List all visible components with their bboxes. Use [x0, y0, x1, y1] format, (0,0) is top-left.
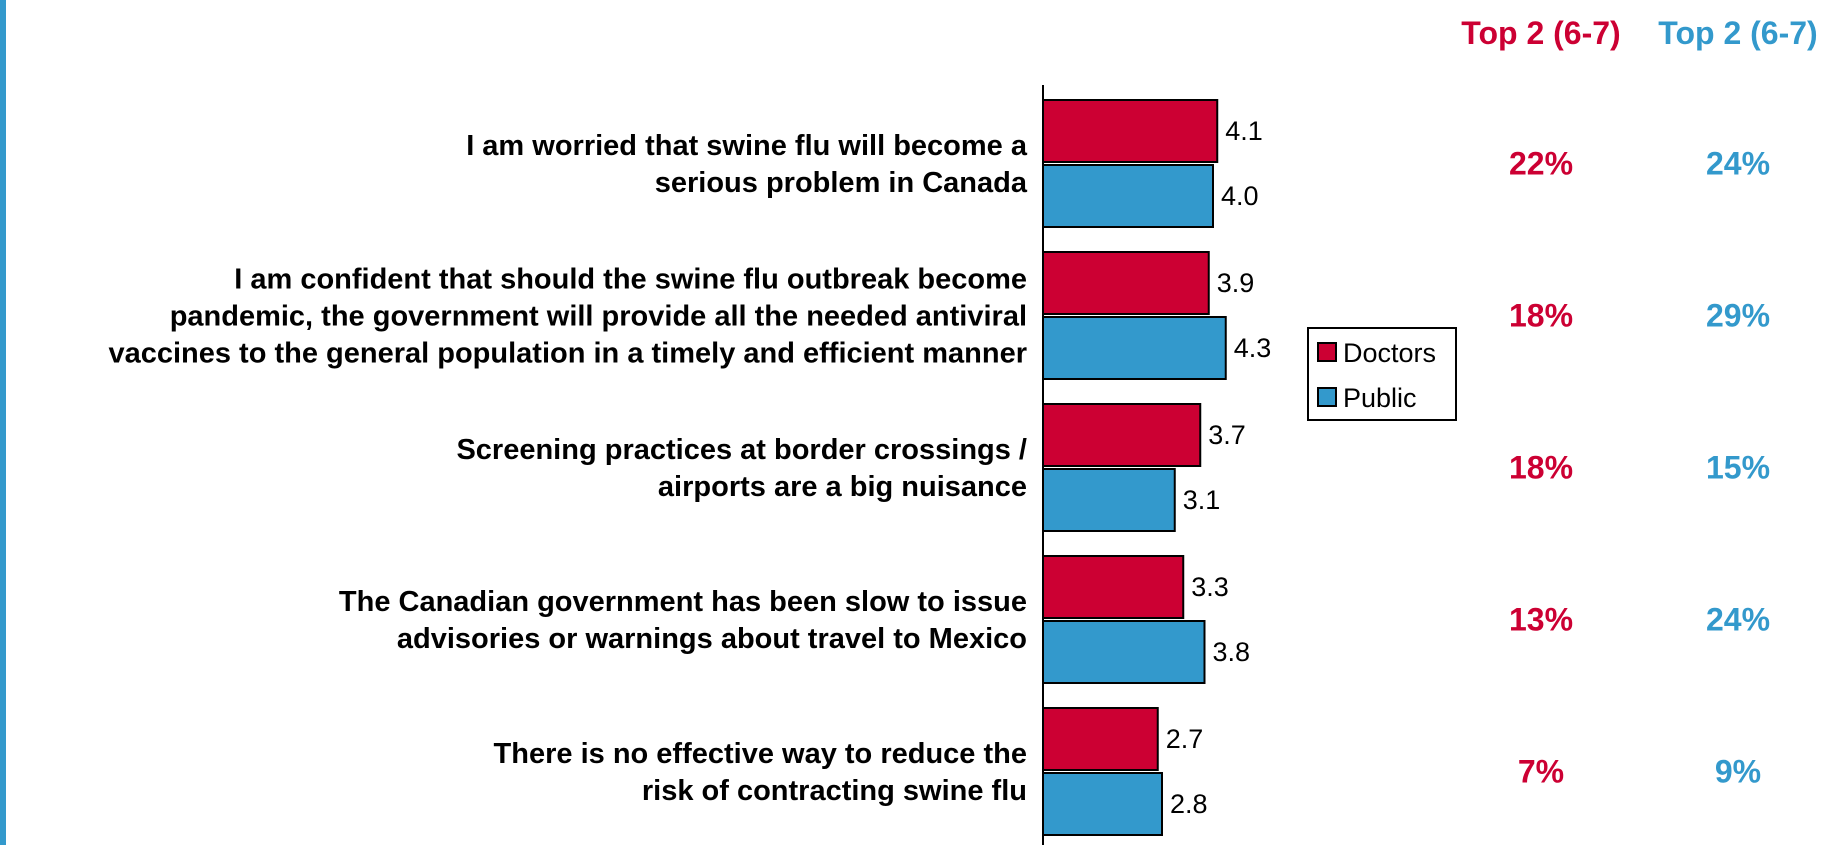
legend-label-doctors: Doctors	[1343, 338, 1436, 368]
bar-public	[1042, 468, 1176, 532]
top2-value-public: 24%	[1706, 146, 1770, 182]
top2-value-doctors: 18%	[1509, 450, 1573, 486]
top2-value-public: 15%	[1706, 450, 1770, 486]
legend-swatch-doctors	[1317, 342, 1337, 362]
top2-value-doctors: 7%	[1518, 754, 1564, 790]
legend: Doctors Public	[1307, 327, 1457, 421]
bar-public	[1042, 316, 1227, 380]
value-label-doctors: 2.7	[1166, 724, 1204, 754]
top2-value-doctors: 18%	[1509, 298, 1573, 334]
bar-doctors	[1042, 403, 1202, 467]
value-label-public: 3.1	[1183, 485, 1221, 515]
top2-value-doctors: 13%	[1509, 602, 1573, 638]
left-edge-bar	[0, 0, 6, 845]
top2-value-public: 29%	[1706, 298, 1770, 334]
bar-doctors	[1042, 707, 1159, 771]
bar-public	[1042, 772, 1163, 836]
top2-value-doctors: 22%	[1509, 146, 1573, 182]
value-label-doctors: 3.7	[1208, 420, 1246, 450]
value-label-doctors: 3.9	[1217, 268, 1255, 298]
bar-doctors	[1042, 555, 1185, 619]
value-label-public: 4.0	[1221, 181, 1259, 211]
bar-public	[1042, 164, 1214, 228]
category-label: The Canadian government has been slow to…	[339, 586, 1027, 655]
legend-swatch-public	[1317, 387, 1337, 407]
top2-value-public: 9%	[1715, 754, 1761, 790]
value-label-public: 2.8	[1170, 789, 1208, 819]
value-label-doctors: 3.3	[1191, 572, 1229, 602]
value-label-public: 4.3	[1234, 333, 1272, 363]
category-label: Screening practices at border crossings …	[456, 434, 1027, 503]
bar-doctors	[1042, 251, 1210, 315]
bar-public	[1042, 620, 1206, 684]
category-label: There is no effective way to reduce the r…	[494, 738, 1027, 807]
category-label: I am worried that swine flu will become …	[466, 130, 1028, 199]
top2-header-doctors: Top 2 (6-7)	[1461, 15, 1620, 51]
legend-label-public: Public	[1343, 383, 1417, 413]
bar-doctors	[1042, 99, 1219, 163]
category-label: I am confident that should the swine flu…	[108, 264, 1027, 370]
top2-header-public: Top 2 (6-7)	[1658, 15, 1817, 51]
value-label-doctors: 4.1	[1225, 116, 1263, 146]
value-label-public: 3.8	[1213, 637, 1251, 667]
top2-value-public: 24%	[1706, 602, 1770, 638]
